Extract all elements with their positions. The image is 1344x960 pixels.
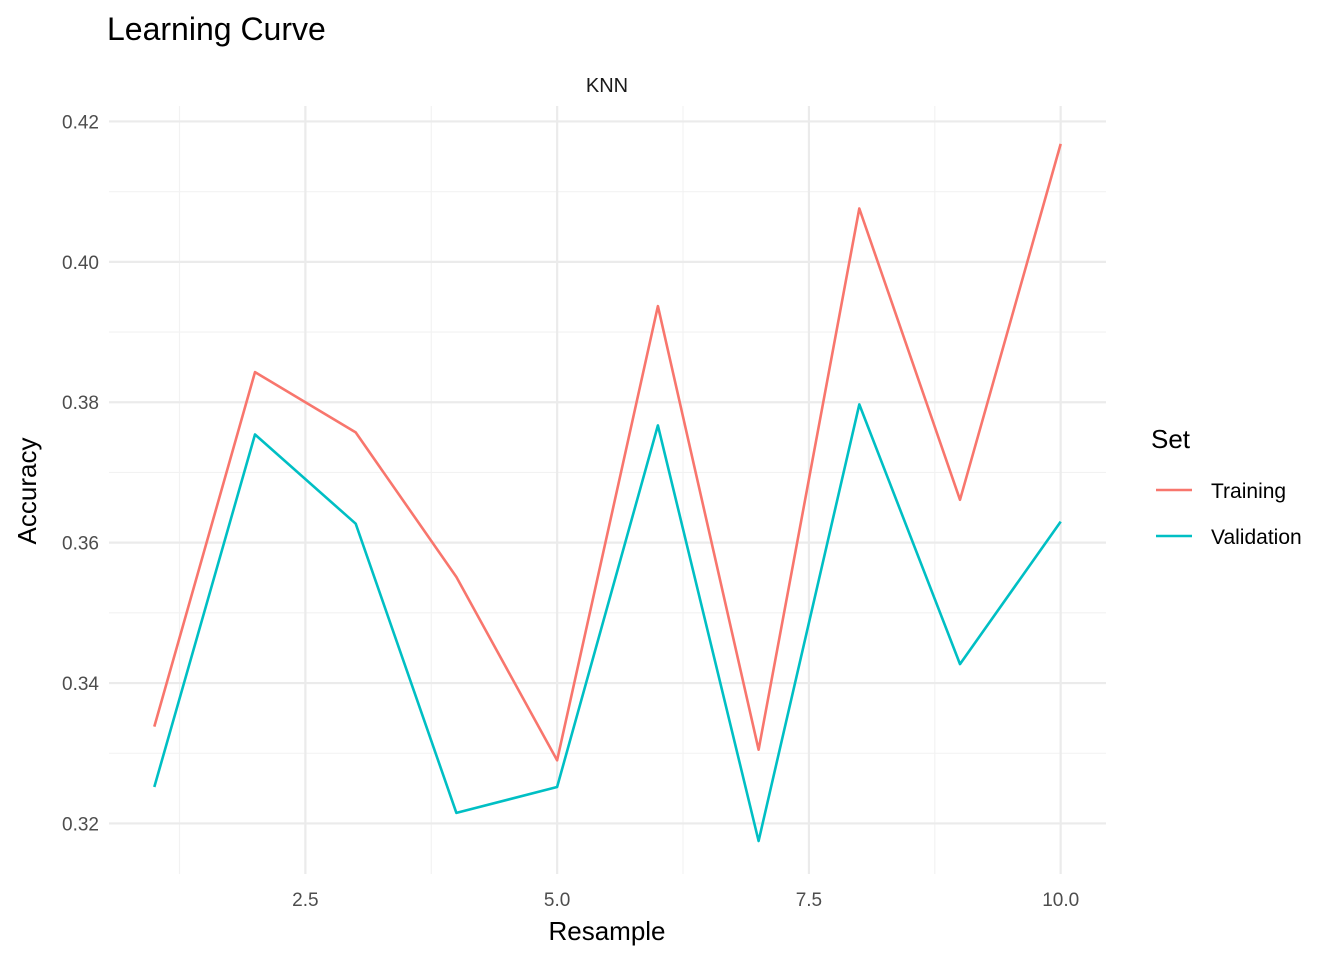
y-axis-title: Accuracy (12, 438, 42, 545)
y-tick-label: 0.38 (62, 393, 99, 414)
x-tick-label: 10.0 (1042, 890, 1079, 911)
y-tick-label: 0.34 (62, 674, 99, 695)
legend-title: Set (1151, 424, 1191, 454)
x-axis-title: Resample (548, 916, 665, 946)
x-tick-label: 7.5 (796, 890, 822, 911)
legend-label-validation: Validation (1211, 526, 1302, 549)
legend-label-training: Training (1211, 480, 1286, 503)
x-tick-label: 5.0 (544, 890, 570, 911)
y-axis-ticks: 0.32 0.34 0.36 0.38 0.40 0.42 (62, 112, 99, 835)
y-tick-label: 0.42 (62, 112, 99, 133)
y-tick-label: 0.36 (62, 534, 99, 555)
facet-strip-label: KNN (586, 75, 628, 97)
x-axis-ticks: 2.5 5.0 7.5 10.0 (292, 890, 1079, 911)
series-layer (153, 143, 1062, 843)
series-line-training (153, 143, 1062, 762)
y-tick-label: 0.32 (62, 814, 99, 835)
legend: Set Training Validation (1151, 424, 1302, 549)
minor-gridlines (109, 106, 1106, 874)
major-gridlines (109, 106, 1106, 874)
x-tick-label: 2.5 (292, 890, 318, 911)
y-tick-label: 0.40 (62, 253, 99, 274)
chart-title: Learning Curve (107, 11, 326, 47)
series-line-validation (153, 403, 1062, 843)
